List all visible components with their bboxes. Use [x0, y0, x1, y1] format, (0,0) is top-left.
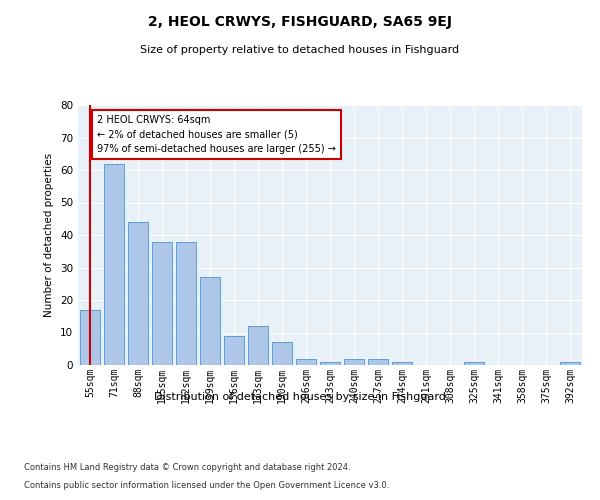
- Text: Distribution of detached houses by size in Fishguard: Distribution of detached houses by size …: [154, 392, 446, 402]
- Bar: [368, 358, 388, 365]
- Text: Size of property relative to detached houses in Fishguard: Size of property relative to detached ho…: [140, 45, 460, 55]
- Bar: [104, 164, 124, 365]
- Bar: [392, 362, 412, 365]
- Bar: [128, 222, 148, 365]
- Bar: [80, 310, 100, 365]
- Bar: [224, 336, 244, 365]
- Bar: [344, 358, 364, 365]
- Text: 2 HEOL CRWYS: 64sqm
← 2% of detached houses are smaller (5)
97% of semi-detached: 2 HEOL CRWYS: 64sqm ← 2% of detached hou…: [97, 115, 336, 154]
- Bar: [248, 326, 268, 365]
- Bar: [152, 242, 172, 365]
- Bar: [320, 362, 340, 365]
- Bar: [464, 362, 484, 365]
- Bar: [272, 342, 292, 365]
- Bar: [560, 362, 580, 365]
- Text: Contains HM Land Registry data © Crown copyright and database right 2024.: Contains HM Land Registry data © Crown c…: [24, 462, 350, 471]
- Bar: [296, 358, 316, 365]
- Bar: [200, 277, 220, 365]
- Bar: [176, 242, 196, 365]
- Y-axis label: Number of detached properties: Number of detached properties: [44, 153, 55, 317]
- Text: Contains public sector information licensed under the Open Government Licence v3: Contains public sector information licen…: [24, 481, 389, 490]
- Text: 2, HEOL CRWYS, FISHGUARD, SA65 9EJ: 2, HEOL CRWYS, FISHGUARD, SA65 9EJ: [148, 15, 452, 29]
